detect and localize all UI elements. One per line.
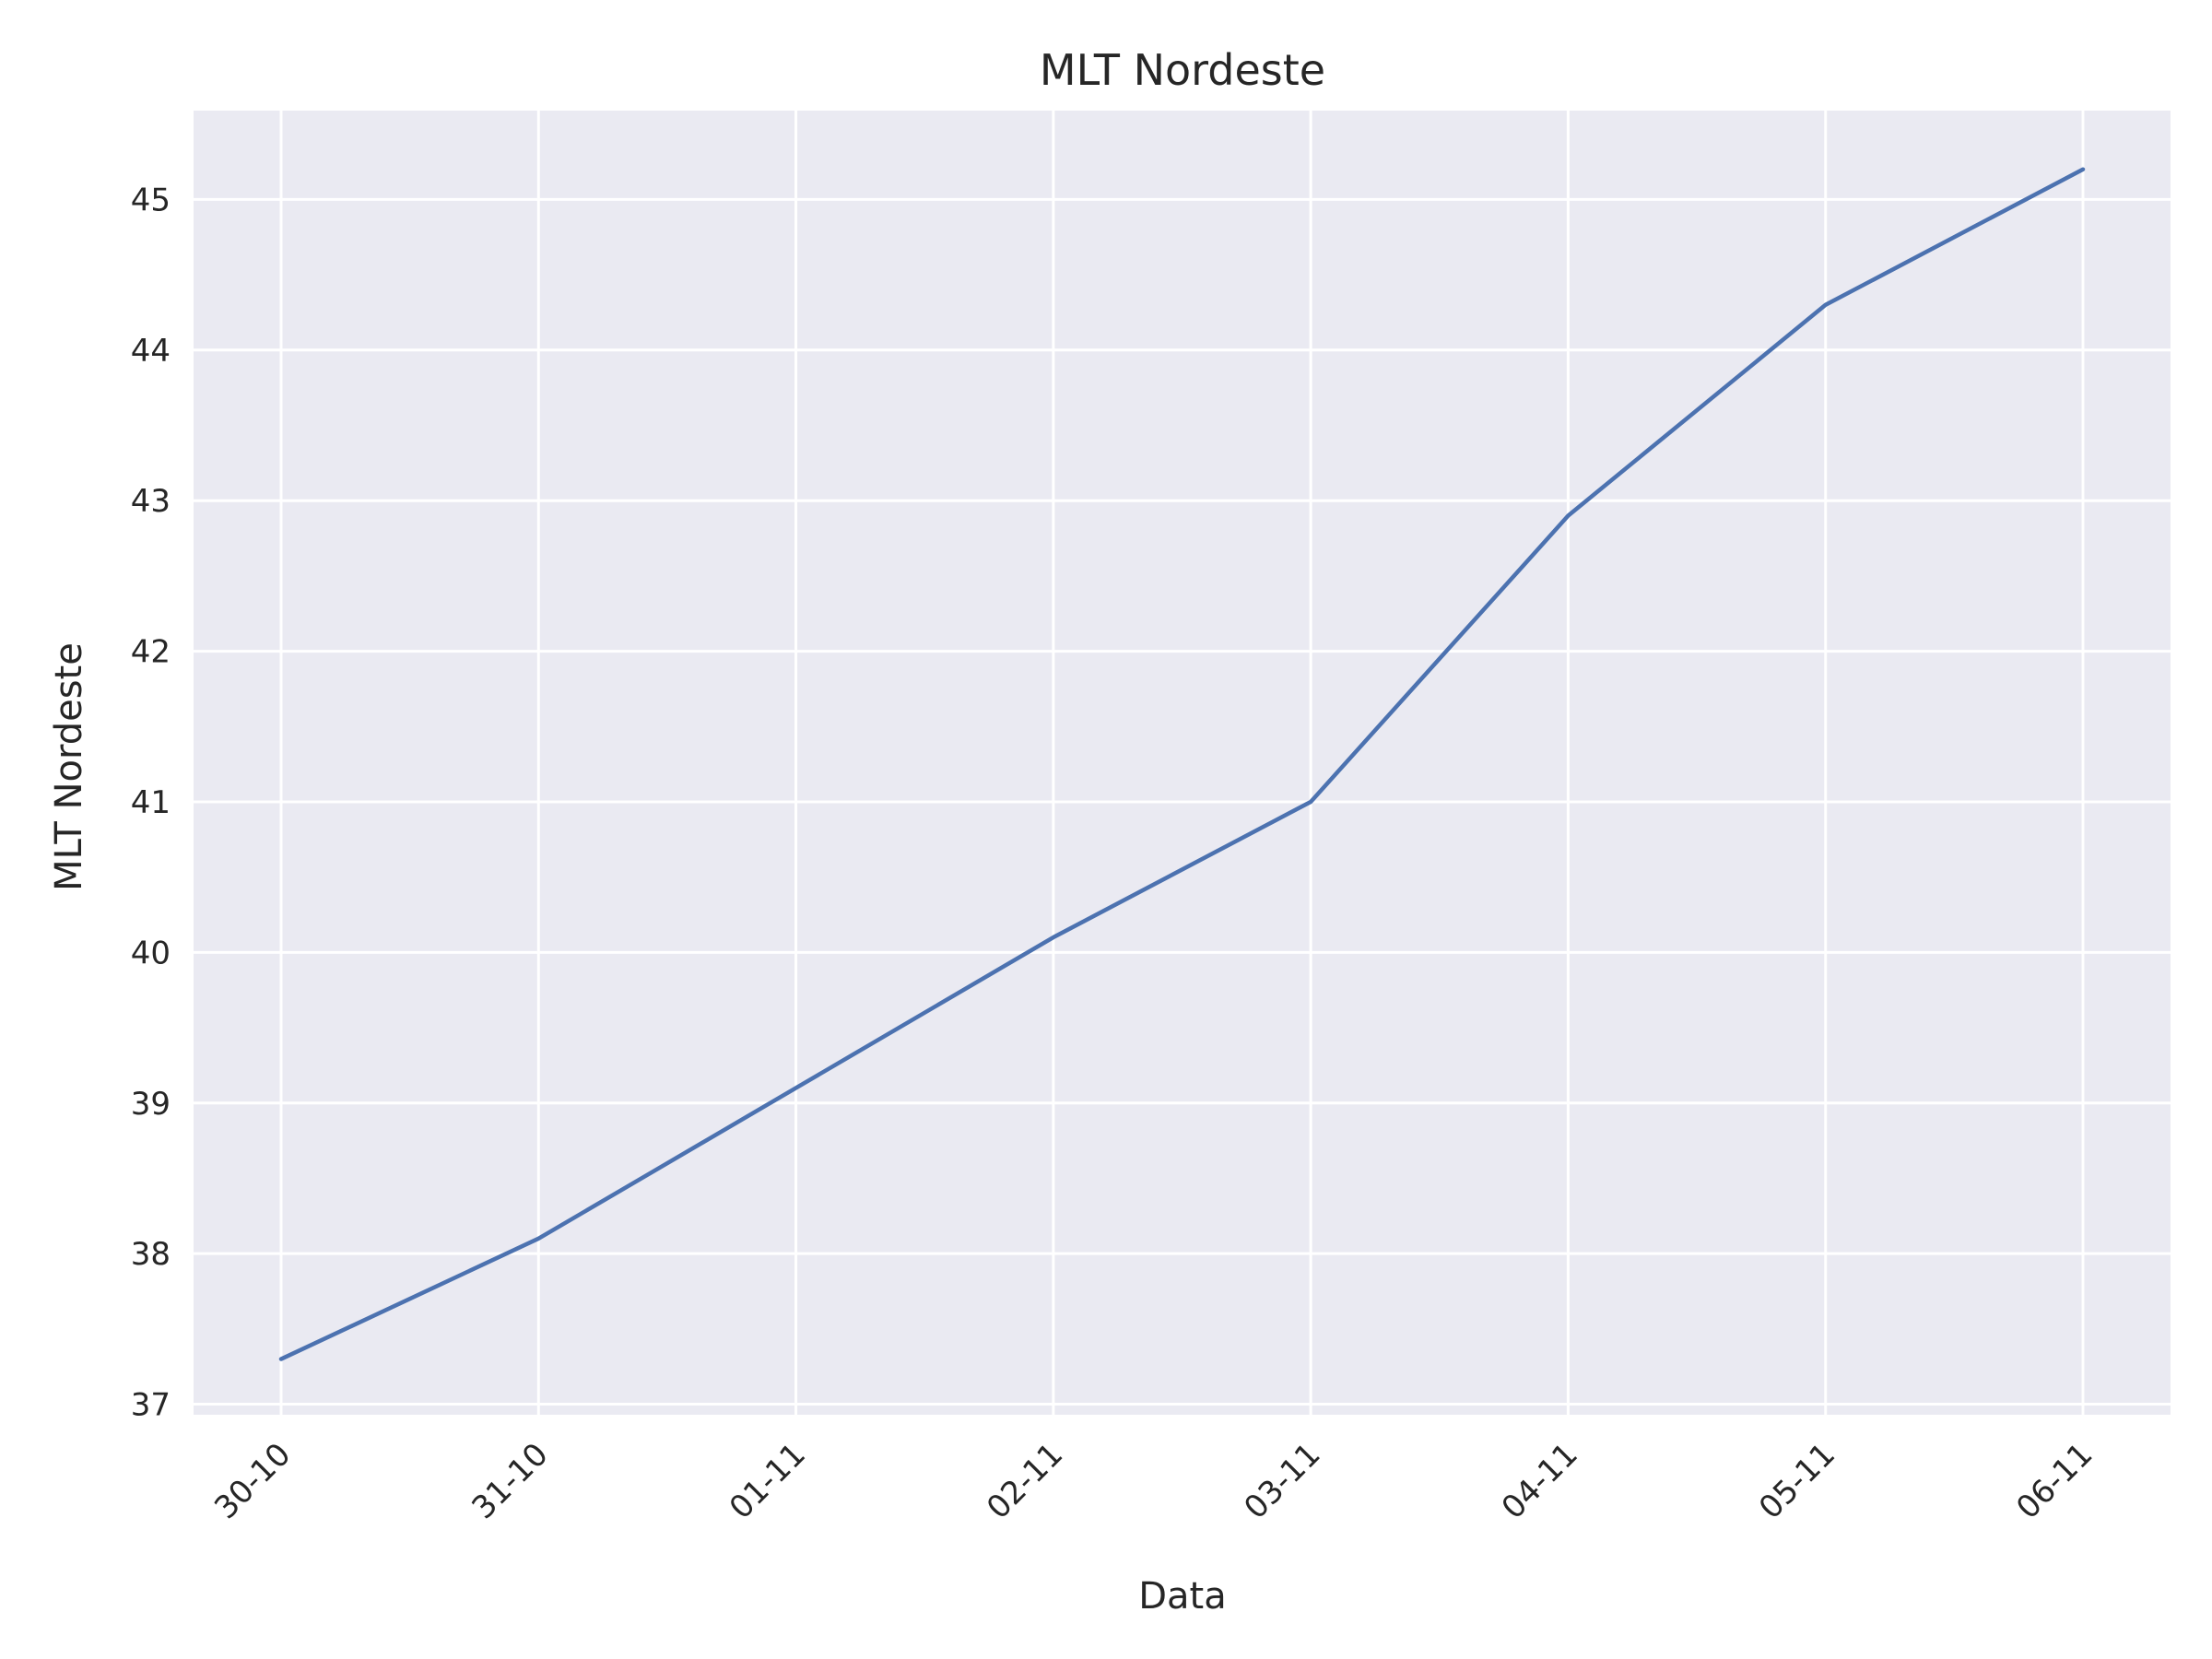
y-gridlines: [194, 197, 2171, 1406]
series-line: [278, 167, 2086, 1361]
x-tick-label: 01-11: [723, 1436, 813, 1526]
series-layer: [278, 167, 2086, 1361]
x-tick-label: 04-11: [1495, 1436, 1585, 1526]
x-tick-labels: 30-10 31-10 01-11 02-11 03-11 04-11 05-11 06-11: [207, 1436, 2100, 1526]
chart-title: MLT Nordeste: [1040, 45, 1325, 95]
plot-area: [194, 111, 2171, 1415]
x-tick-label: 30-10: [207, 1436, 298, 1526]
x-tick-label: 05-11: [1752, 1436, 1842, 1526]
x-axis-label: Data: [1138, 1575, 1227, 1618]
y-tick-label: 40: [131, 935, 171, 971]
y-tick-label: 41: [131, 784, 171, 821]
y-tick-label: 42: [131, 634, 171, 671]
y-axis-label: MLT Nordeste: [48, 642, 90, 891]
y-tick-label: 43: [131, 483, 171, 520]
x-tick-label: 06-11: [2009, 1436, 2100, 1526]
y-tick-labels: 37 38 39 40 41 42 43 44 45: [131, 182, 171, 1423]
x-tick-label: 02-11: [980, 1436, 1070, 1526]
y-tick-label: 39: [131, 1086, 171, 1123]
y-tick-label: 37: [131, 1387, 171, 1424]
y-tick-label: 45: [131, 182, 171, 218]
x-tick-label: 03-11: [1237, 1436, 1327, 1526]
x-gridlines: [279, 111, 2085, 1415]
x-tick-label: 31-10: [465, 1436, 556, 1526]
y-tick-label: 38: [131, 1236, 171, 1273]
y-tick-label: 44: [131, 333, 171, 370]
